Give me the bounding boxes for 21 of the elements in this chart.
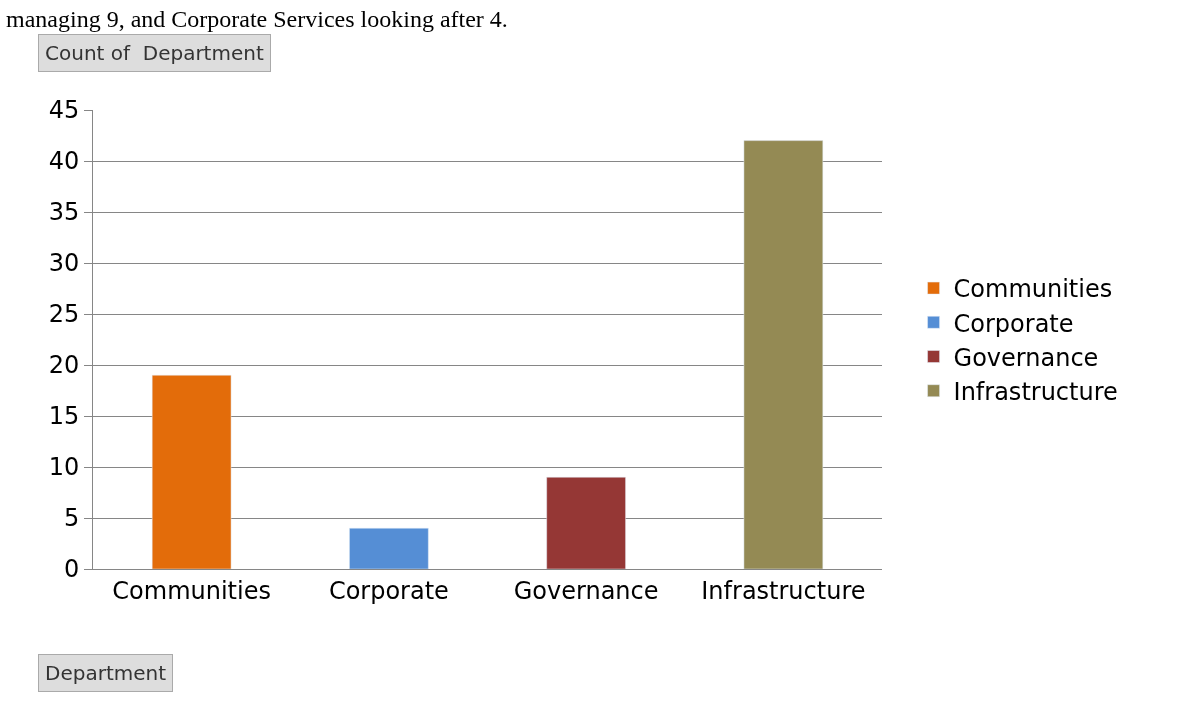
x-tick-label: Infrastructure <box>701 576 866 605</box>
x-tick-label: Corporate <box>328 576 449 605</box>
y-tick-label: 15 <box>48 402 80 431</box>
legend-label: Governance <box>953 343 1099 372</box>
y-tick-label: 35 <box>48 198 80 227</box>
x-tick-label: Governance <box>513 576 659 605</box>
legend-label: Infrastructure <box>953 378 1118 407</box>
y-tick-label: 10 <box>48 453 80 482</box>
y-tick-label: 45 <box>48 96 80 125</box>
y-tick-label: 40 <box>48 147 80 176</box>
y-tick-label: 30 <box>48 249 80 278</box>
legend-label: Communities <box>953 275 1113 304</box>
legend-label: Corporate <box>953 309 1074 338</box>
text: managing 9, and Corporate Services looking after 4. <box>6 6 508 32</box>
y-tick-label: 25 <box>48 300 80 329</box>
text: Count of Department <box>45 41 264 65</box>
text: Department <box>45 661 167 685</box>
x-tick-label: Communities <box>112 576 271 605</box>
y-tick-label: 20 <box>48 351 80 380</box>
y-tick-label: 0 <box>63 555 80 584</box>
y-tick-label: 5 <box>63 504 80 533</box>
